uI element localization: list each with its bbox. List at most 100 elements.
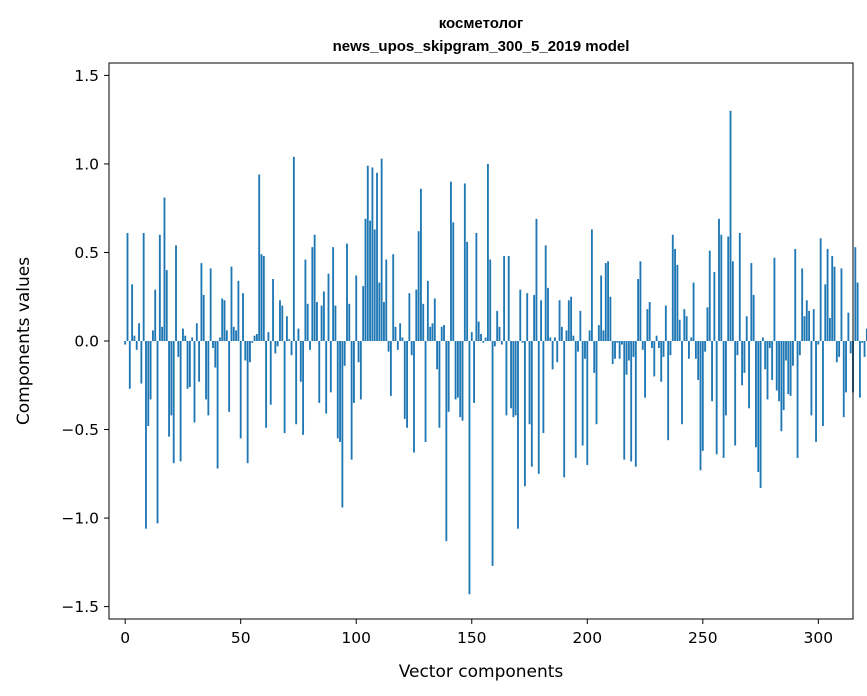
bar-225 <box>644 341 646 398</box>
bar-97 <box>348 303 351 341</box>
bar-192 <box>567 300 570 341</box>
bar-289 <box>792 341 794 366</box>
bar-99 <box>352 341 355 403</box>
bar-189 <box>560 326 563 341</box>
bar-237 <box>671 234 674 341</box>
bar-211 <box>611 341 614 365</box>
bar-40 <box>216 341 219 469</box>
bar-194 <box>572 335 575 341</box>
bar-108 <box>373 229 376 341</box>
bar-11 <box>149 341 152 400</box>
bar-19 <box>168 341 170 437</box>
bar-91 <box>334 305 337 341</box>
bar-112 <box>383 302 385 341</box>
bar-14 <box>156 341 159 524</box>
bar-23 <box>177 341 180 357</box>
bar-219 <box>630 341 633 462</box>
bar-42 <box>221 298 224 341</box>
bar-172 <box>521 341 524 343</box>
bar-51 <box>242 293 244 341</box>
bar-165 <box>505 341 508 416</box>
bar-168 <box>512 341 515 418</box>
bar-248 <box>697 341 700 380</box>
bar-319 <box>861 341 864 343</box>
y-tick-label-1: −1.0 <box>61 510 99 528</box>
bar-116 <box>392 254 395 341</box>
bar-69 <box>283 341 286 434</box>
bar-287 <box>787 341 790 395</box>
bar-308 <box>835 341 838 363</box>
bar-130 <box>424 341 427 442</box>
bar-7 <box>140 341 143 384</box>
bar-83 <box>316 302 318 341</box>
x-tick-label-50: 50 <box>231 629 251 647</box>
bar-36 <box>207 341 210 416</box>
y-tick-label-6: 1.5 <box>74 67 99 85</box>
bar-207 <box>602 330 605 341</box>
bar-68 <box>281 305 284 341</box>
bar-70 <box>285 316 288 341</box>
bar-5 <box>135 341 138 350</box>
bar-304 <box>826 248 829 341</box>
bar-54 <box>249 341 251 363</box>
bar-281 <box>773 257 776 341</box>
bar-181 <box>542 341 545 434</box>
bar-110 <box>378 282 381 341</box>
bar-264 <box>734 341 737 446</box>
y-tick-label-2: −0.5 <box>61 421 99 439</box>
bar-273 <box>755 341 757 448</box>
bar-203 <box>593 341 596 373</box>
bar-119 <box>399 323 402 341</box>
bar-113 <box>385 259 388 341</box>
bar-293 <box>801 268 804 341</box>
bar-59 <box>260 254 263 341</box>
bar-302 <box>822 341 824 426</box>
bar-243 <box>685 316 688 341</box>
bar-259 <box>722 341 725 458</box>
bar-22 <box>175 245 177 341</box>
bar-92 <box>336 341 339 439</box>
x-tick-label-0: 0 <box>120 629 130 647</box>
bar-268 <box>743 341 746 373</box>
bar-223 <box>639 261 642 341</box>
bar-93 <box>339 341 341 442</box>
bar-106 <box>369 220 372 341</box>
bar-296 <box>808 310 811 341</box>
bar-305 <box>828 317 831 341</box>
bar-158 <box>489 259 492 341</box>
bar-151 <box>473 341 475 403</box>
bars-group <box>124 110 867 595</box>
bar-103 <box>362 286 365 341</box>
bar-267 <box>741 341 744 386</box>
bar-174 <box>526 293 529 341</box>
bar-44 <box>225 330 228 341</box>
bar-115 <box>389 341 392 396</box>
bar-35 <box>205 341 207 400</box>
bar-307 <box>833 266 836 341</box>
bar-252 <box>706 307 709 341</box>
bar-175 <box>528 341 531 425</box>
bar-154 <box>480 333 482 341</box>
bar-101 <box>357 341 360 363</box>
bar-62 <box>267 332 270 341</box>
bar-317 <box>856 282 859 341</box>
bar-191 <box>565 330 568 341</box>
bar-277 <box>764 341 767 370</box>
bar-321 <box>865 328 867 341</box>
x-axis-ticks: 0 50 100 150 200 250 300 <box>120 619 833 647</box>
bar-78 <box>304 259 307 341</box>
bar-258 <box>720 234 723 341</box>
bar-85 <box>320 305 323 341</box>
bar-297 <box>810 341 813 416</box>
bar-200 <box>586 341 589 465</box>
x-tick-label-200: 200 <box>572 629 602 647</box>
bar-209 <box>607 261 610 341</box>
bar-285 <box>782 341 785 411</box>
bar-124 <box>410 341 413 356</box>
bar-53 <box>246 341 249 464</box>
bar-142 <box>452 222 455 341</box>
bar-254 <box>711 341 713 402</box>
bar-233 <box>662 341 665 357</box>
bar-95 <box>343 341 346 366</box>
bar-18 <box>165 270 168 341</box>
